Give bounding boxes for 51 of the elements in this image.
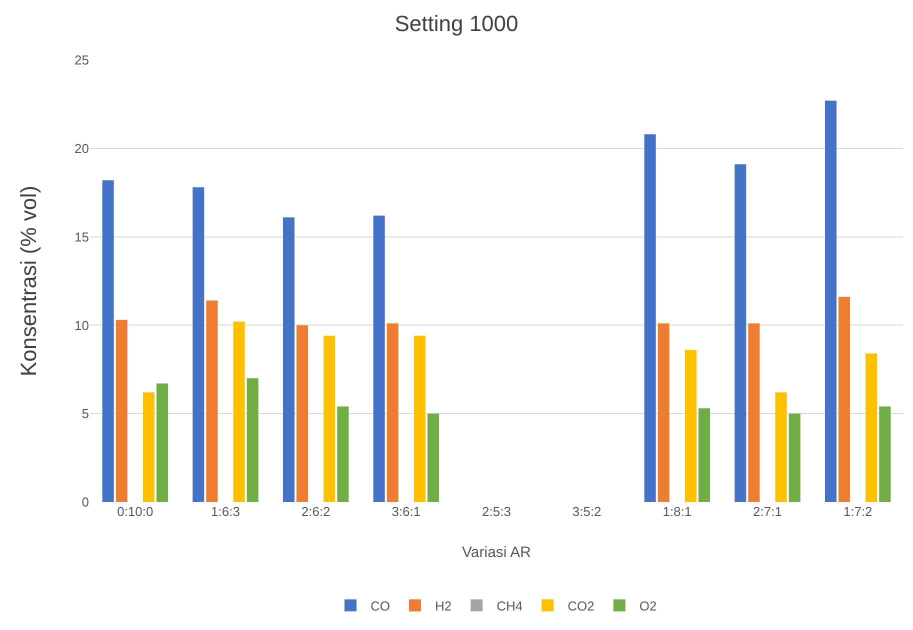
bar [233, 322, 245, 502]
bar [644, 134, 656, 502]
y-tick-label: 15 [74, 229, 89, 244]
bar [866, 353, 878, 502]
bar [775, 392, 787, 502]
x-tick-label: 1:7:2 [843, 504, 872, 519]
y-tick-label: 25 [74, 52, 89, 68]
bar [824, 100, 836, 502]
bar [116, 320, 128, 502]
x-axis-title: Variasi AR [462, 544, 532, 561]
bar [788, 414, 800, 502]
y-tick-label: 0 [82, 494, 89, 510]
legend-label: O2 [639, 598, 657, 614]
bar [206, 300, 218, 502]
bar [282, 217, 294, 502]
bar [414, 336, 426, 502]
y-tick-label: 20 [74, 140, 89, 156]
x-tick-label: 3:5:2 [572, 504, 602, 519]
bar [698, 408, 710, 502]
bar [337, 406, 349, 502]
bar [324, 336, 336, 502]
x-tick-label: 3:6:1 [392, 504, 421, 519]
bar [296, 325, 308, 502]
y-tick-label: 5 [82, 406, 89, 422]
bar [142, 392, 154, 502]
bar [684, 350, 696, 502]
legend-label: CO2 [568, 598, 594, 614]
x-tick-label: 2:5:3 [482, 504, 511, 519]
bar [102, 180, 114, 502]
bar [428, 414, 440, 502]
legend-label: H2 [435, 598, 452, 614]
x-tick-label: 0:10:0 [117, 504, 154, 519]
legend-label: CO [370, 598, 390, 614]
y-tick-label: 10 [74, 318, 89, 333]
y-axis-title: Konsentrasi (% vol) [16, 186, 41, 376]
x-tick-label: 2:7:1 [753, 504, 782, 519]
x-tick-label: 2:6:2 [301, 504, 330, 519]
bar [373, 216, 385, 502]
bar [386, 323, 398, 502]
bar [748, 323, 760, 502]
bar [658, 323, 670, 502]
bar [192, 187, 204, 502]
chart-title: Setting 1000 [394, 11, 518, 36]
legend-label: CH4 [496, 598, 523, 614]
bar [156, 384, 168, 502]
bar [879, 406, 891, 502]
bar [734, 164, 746, 502]
bar [246, 378, 258, 502]
x-tick-label: 1:8:1 [662, 504, 692, 519]
bar [838, 296, 850, 502]
x-tick-label: 1:6:3 [211, 504, 240, 519]
